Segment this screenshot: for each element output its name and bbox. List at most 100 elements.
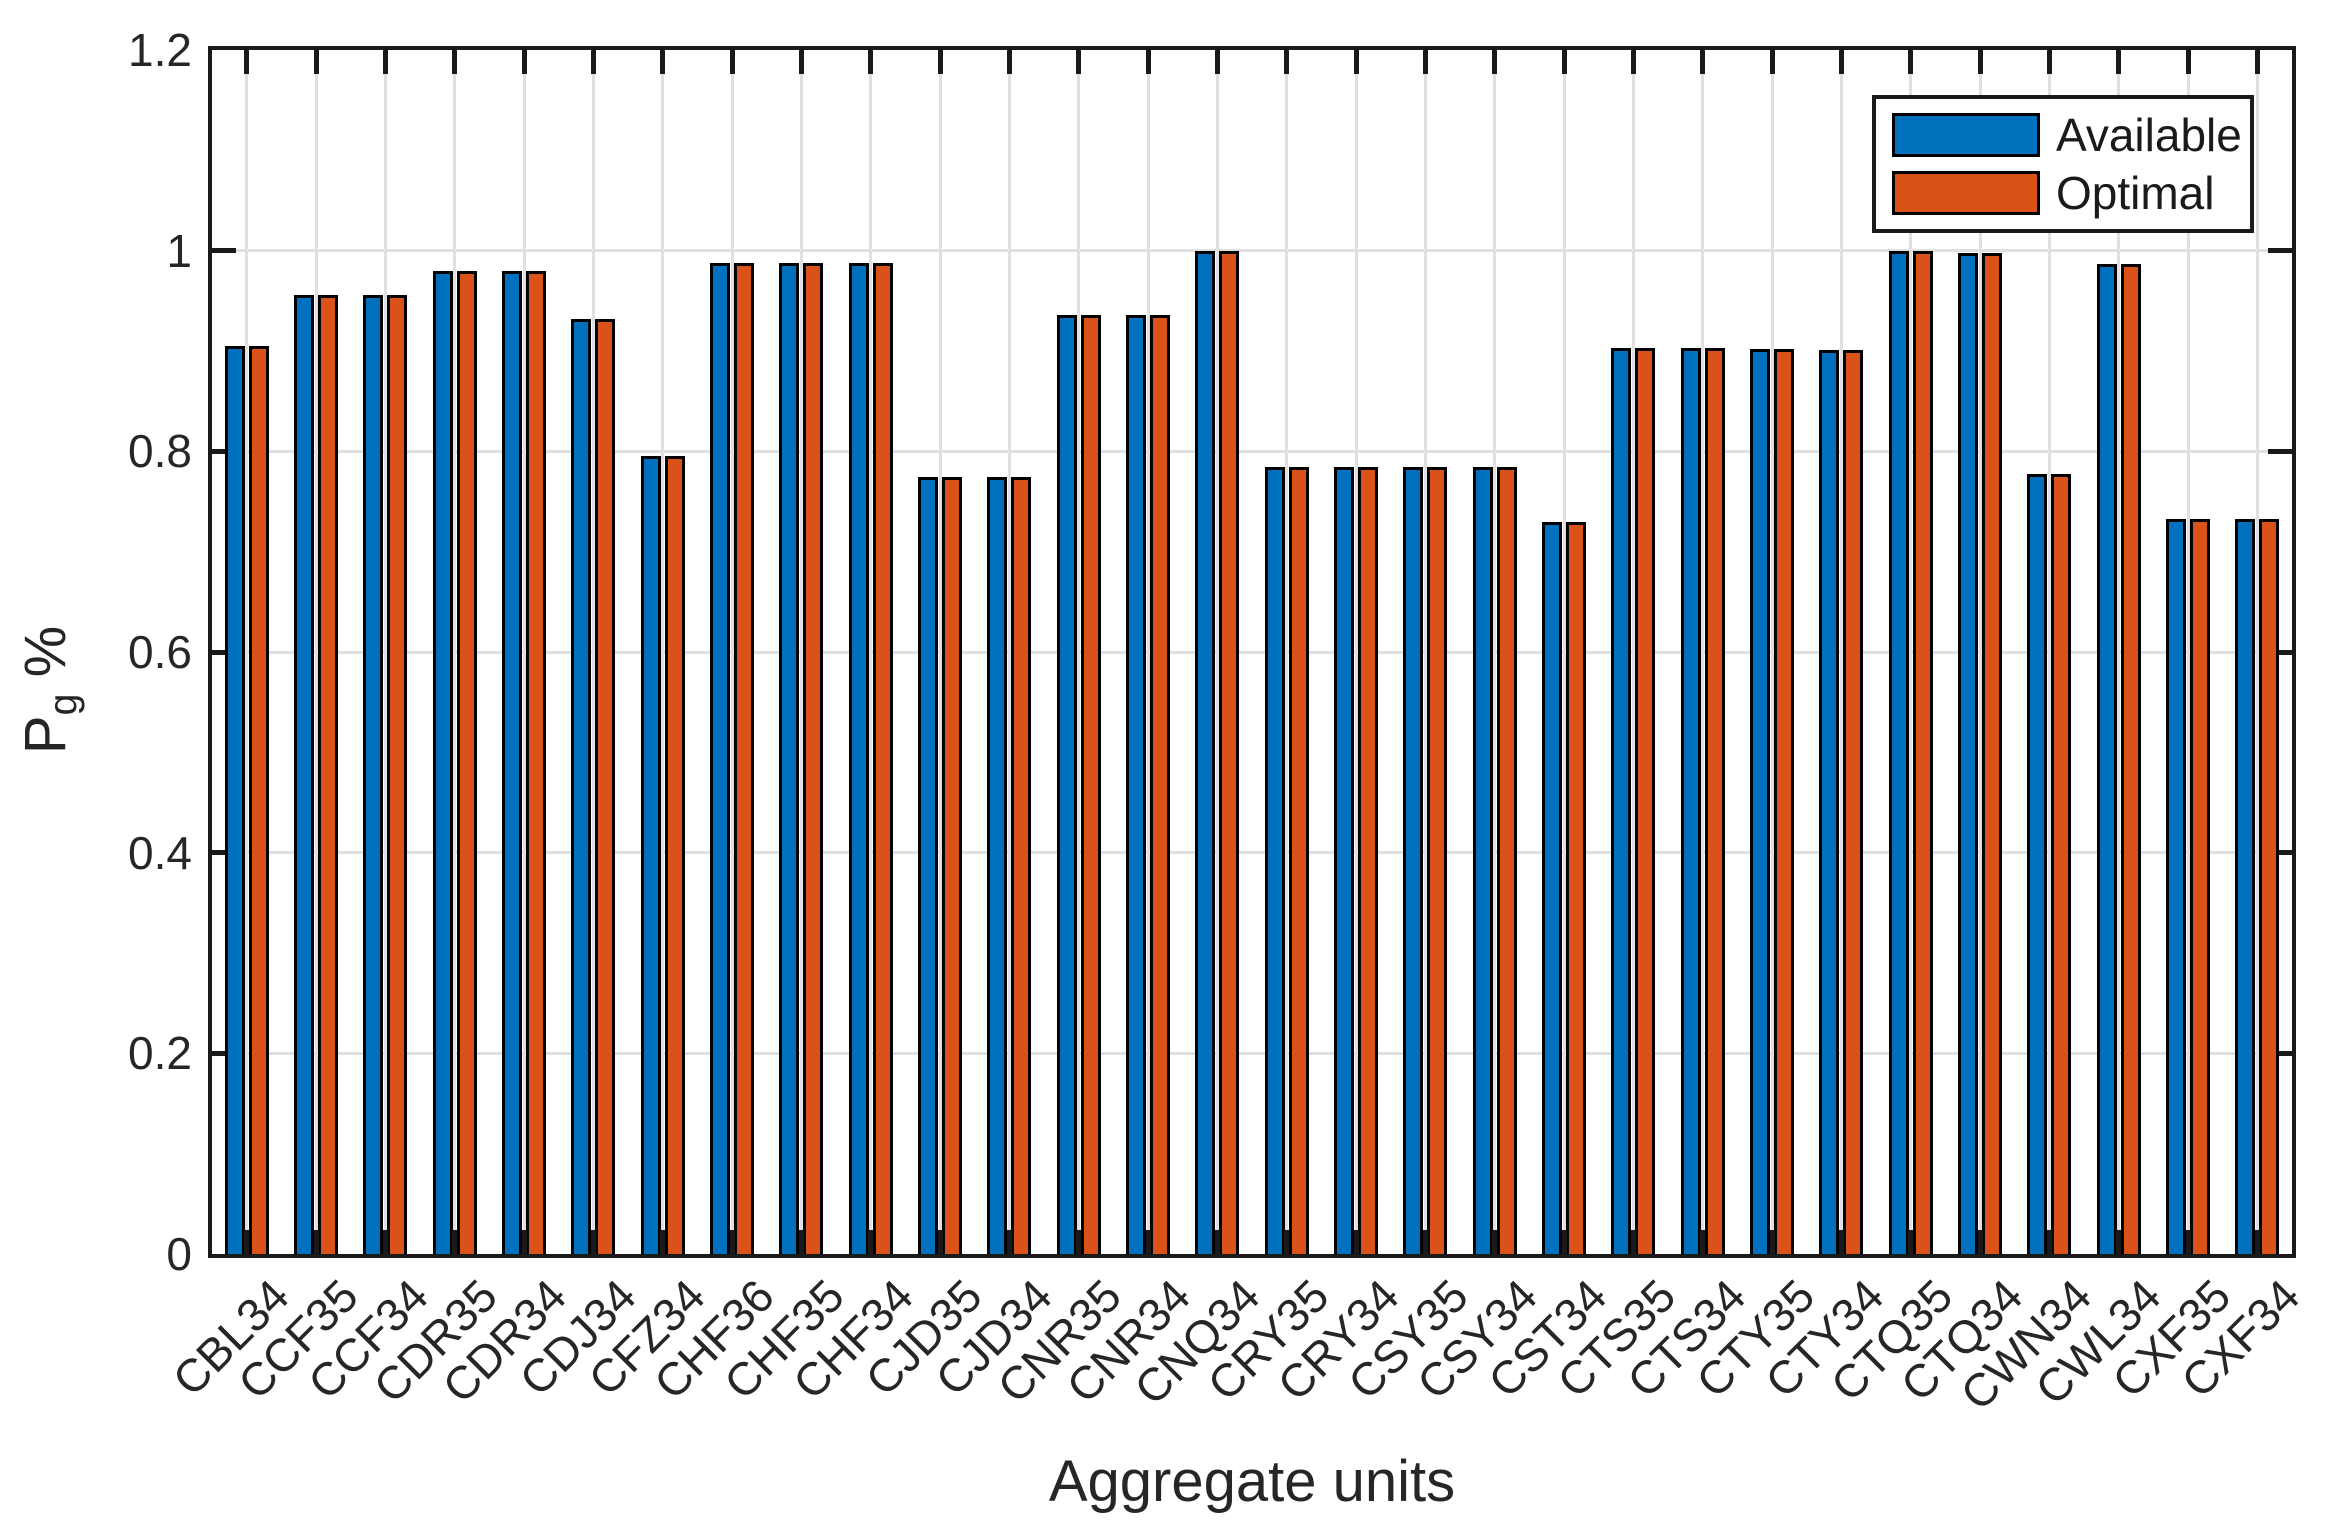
- bar-optimal: [456, 271, 477, 1254]
- v-gridline: [2186, 50, 2190, 1254]
- y-tick-label: 0: [166, 1228, 192, 1280]
- bar-available: [502, 271, 522, 1254]
- x-tick-mark-bottom: [2185, 1230, 2191, 1254]
- x-tick-mark-top: [313, 50, 319, 74]
- x-tick-mark-top: [729, 50, 735, 74]
- bar-optimal: [1080, 315, 1101, 1254]
- x-tick-mark-top: [1908, 50, 1914, 74]
- bar-available: [2096, 264, 2117, 1254]
- x-tick-mark-top: [452, 50, 458, 74]
- x-tick-mark-bottom: [2116, 1230, 2122, 1254]
- x-tick-mark-bottom: [729, 1230, 735, 1254]
- x-tick-mark-bottom: [1214, 1230, 1220, 1254]
- h-gridline: [212, 249, 2292, 253]
- v-gridline: [1077, 50, 1081, 1254]
- bar-optimal: [803, 263, 824, 1254]
- x-tick-mark-bottom: [1353, 1230, 1359, 1254]
- x-tick-mark-top: [1353, 50, 1359, 74]
- bar-optimal: [1774, 349, 1794, 1254]
- h-gridline: [212, 851, 2292, 855]
- v-gridline: [1839, 50, 1843, 1254]
- bar-group: [1472, 50, 1517, 1254]
- h-gridline: [212, 1051, 2292, 1055]
- x-tick-mark-top: [521, 50, 527, 74]
- x-tick-mark-bottom: [1492, 1230, 1498, 1254]
- legend-label: Available: [2056, 108, 2242, 161]
- v-gridline: [938, 50, 942, 1254]
- y-tick-mark-right: [2268, 448, 2292, 454]
- bar-group: [1056, 50, 1101, 1254]
- bar-group: [1403, 50, 1448, 1254]
- v-gridline: [314, 50, 318, 1254]
- bar-optimal: [664, 456, 685, 1254]
- legend-label: Optimal: [2056, 167, 2215, 220]
- x-tick-mark-top: [1561, 50, 1567, 74]
- x-tick-mark-bottom: [868, 1230, 874, 1254]
- bar-available: [1264, 467, 1285, 1254]
- v-gridline: [1007, 50, 1011, 1254]
- bar-optimal: [526, 271, 546, 1254]
- bar-layer: [212, 50, 2292, 1254]
- bar-optimal: [1288, 467, 1309, 1254]
- bar-available: [1888, 251, 1909, 1254]
- bar-group: [1334, 50, 1378, 1254]
- v-gridline: [1493, 50, 1497, 1254]
- bar-group: [918, 50, 962, 1254]
- legend-item: Optimal: [1892, 170, 2250, 216]
- bar-group: [571, 50, 616, 1254]
- v-gridline: [1770, 50, 1774, 1254]
- bar-optimal: [1011, 477, 1032, 1254]
- x-tick-mark-top: [1006, 50, 1012, 74]
- bar-group: [1750, 50, 1794, 1254]
- legend: Available Optimal: [1872, 95, 2254, 233]
- v-gridline: [245, 50, 249, 1254]
- v-gridline: [869, 50, 873, 1254]
- bar-group: [2027, 50, 2072, 1254]
- x-tick-mark-bottom: [244, 1230, 250, 1254]
- bar-optimal: [734, 263, 754, 1254]
- x-tick-layer: [212, 50, 2292, 1254]
- x-tick-mark-bottom: [660, 1230, 666, 1254]
- y-tick-mark-right: [2268, 1050, 2292, 1056]
- x-tick-mark-bottom: [313, 1230, 319, 1254]
- y-axis-label-subscript: g: [41, 693, 86, 716]
- bar-optimal: [1566, 522, 1586, 1254]
- x-tick-mark-bottom: [382, 1230, 388, 1254]
- v-gridline: [1285, 50, 1289, 1254]
- x-tick-mark-bottom: [1561, 1230, 1567, 1254]
- v-gridline: [2047, 50, 2051, 1254]
- bar-available: [640, 456, 661, 1254]
- bar-available: [294, 295, 314, 1254]
- y-axis-label-base: P: [12, 715, 78, 755]
- x-tick-mark-bottom: [1145, 1230, 1151, 1254]
- bar-optimal: [1635, 348, 1656, 1254]
- bar-available: [1819, 350, 1840, 1254]
- x-tick-mark-bottom: [1630, 1230, 1636, 1254]
- bar-optimal: [595, 319, 616, 1254]
- bar-available: [2027, 474, 2048, 1254]
- bar-group: [2166, 50, 2210, 1254]
- bar-group: [640, 50, 685, 1254]
- x-tick-mark-bottom: [1006, 1230, 1012, 1254]
- legend-swatch-optimal: [1892, 171, 2040, 216]
- bar-available: [1750, 349, 1770, 1254]
- h-gridline: [212, 650, 2292, 654]
- bar-optimal: [1358, 467, 1378, 1254]
- x-tick-mark-bottom: [2046, 1230, 2052, 1254]
- bar-optimal: [2120, 264, 2141, 1254]
- bar-group: [1542, 50, 1586, 1254]
- bar-group: [1819, 50, 1864, 1254]
- plot-area: [208, 46, 2296, 1258]
- bar-available: [432, 271, 453, 1254]
- v-gridline: [661, 50, 665, 1254]
- bar-optimal: [318, 295, 338, 1254]
- bar-available: [848, 263, 869, 1254]
- x-tick-mark-top: [1214, 50, 1220, 74]
- bar-optimal: [387, 295, 408, 1254]
- v-gridline: [1562, 50, 1566, 1254]
- x-tick-mark-bottom: [1422, 1230, 1428, 1254]
- x-tick-mark-bottom: [1284, 1230, 1290, 1254]
- v-gridline: [591, 50, 595, 1254]
- y-tick-label: 1: [166, 224, 192, 277]
